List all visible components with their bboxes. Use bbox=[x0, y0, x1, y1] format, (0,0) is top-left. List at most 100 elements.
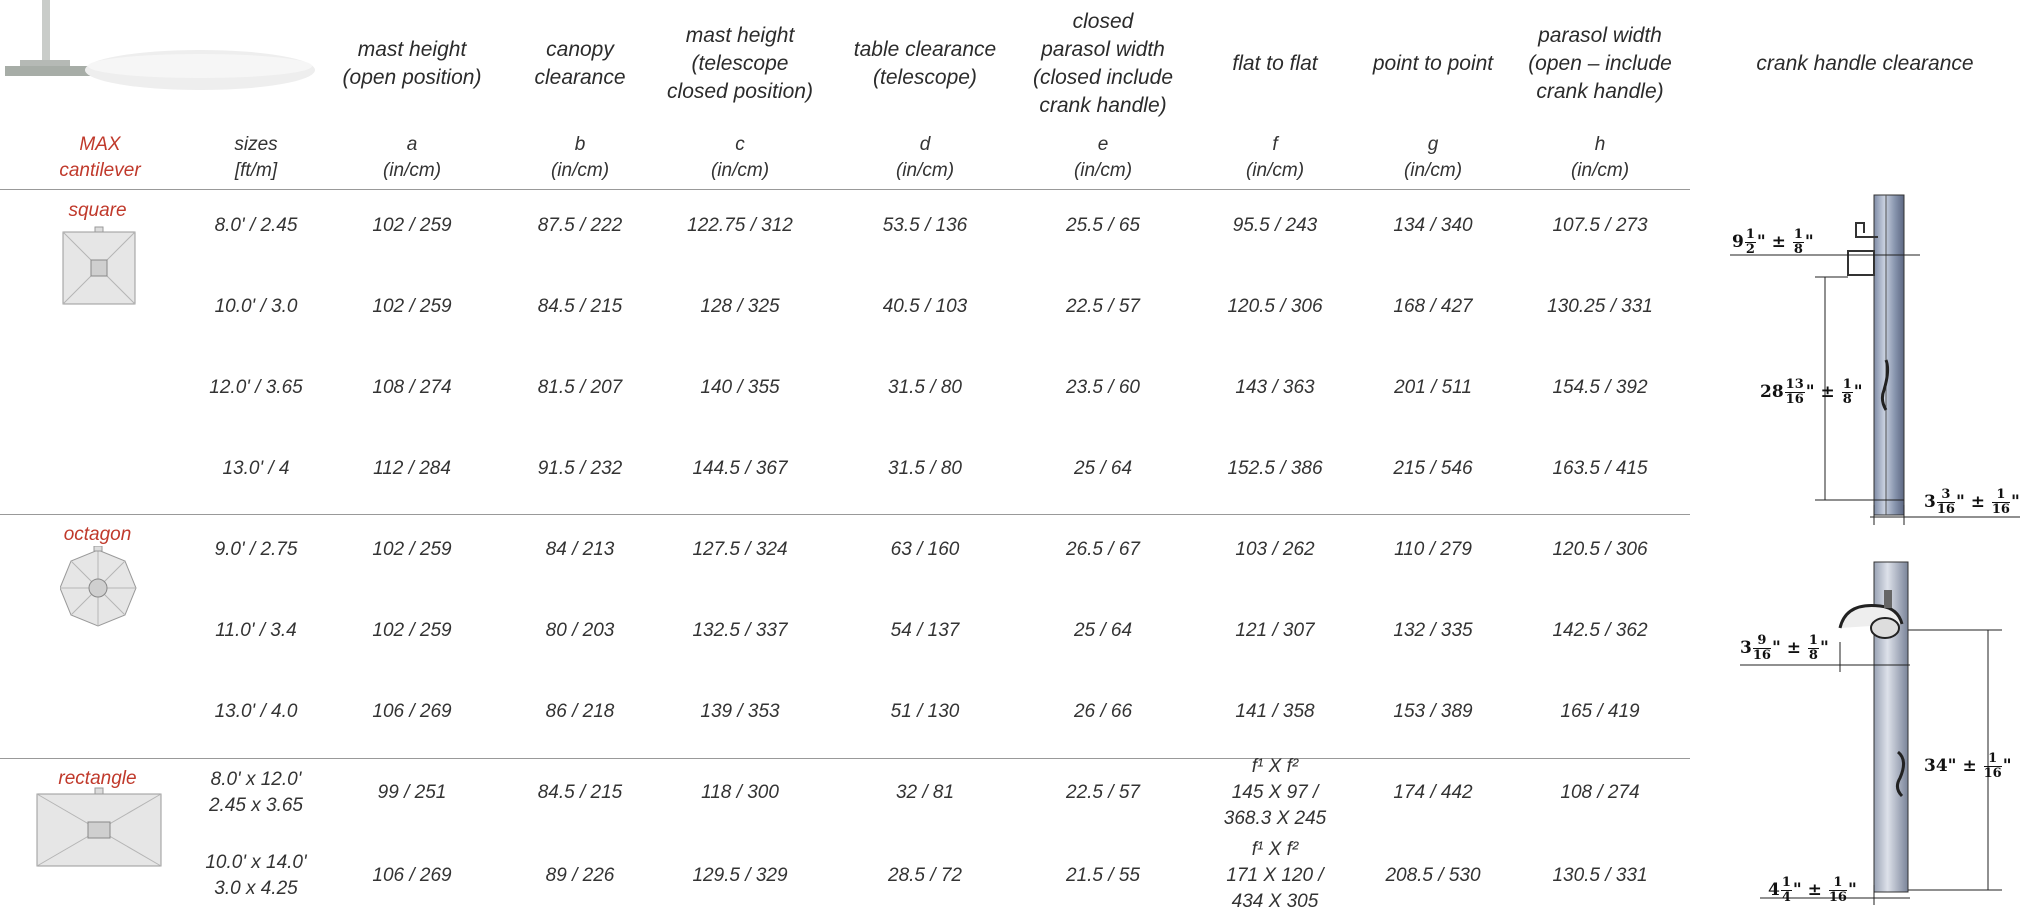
text-line: table clearance bbox=[853, 38, 997, 61]
column-header-f: flat to flat bbox=[1175, 50, 1375, 78]
text-line: 11.0' / 3.4 bbox=[215, 620, 297, 641]
cell-f: 141 / 358 bbox=[1175, 699, 1375, 725]
text-line: 130.25 / 331 bbox=[1547, 296, 1653, 317]
row-divider bbox=[0, 514, 1690, 515]
text-line: 87.5 / 222 bbox=[537, 215, 623, 236]
cell-e: 21.5 / 55 bbox=[1003, 863, 1203, 889]
dim-fraction: 9 16 bbox=[1752, 634, 1771, 663]
cell-a: 106 / 269 bbox=[312, 863, 512, 889]
shape-label-rectangle: rectangle bbox=[58, 768, 137, 789]
cell-a: 102 / 259 bbox=[312, 618, 512, 644]
cell-e: 25.5 / 65 bbox=[1003, 213, 1203, 239]
cell-a: 112 / 284 bbox=[312, 456, 512, 482]
text-line: f bbox=[1272, 134, 1278, 155]
text-line: 31.5 / 80 bbox=[888, 458, 962, 479]
text-line: 143 / 363 bbox=[1235, 377, 1315, 398]
text-line: f¹ X f² bbox=[1251, 839, 1299, 860]
cell-b: 81.5 / 207 bbox=[480, 375, 680, 401]
text-line: (in/cm) bbox=[550, 160, 610, 181]
dim-inch: " bbox=[1947, 756, 1957, 776]
dim-plusminus: ± bbox=[1814, 382, 1841, 402]
cell-a: 102 / 259 bbox=[312, 294, 512, 320]
text-line: 120.5 / 306 bbox=[1227, 296, 1323, 317]
text-line: 84 / 213 bbox=[545, 539, 615, 560]
cell-a: 106 / 269 bbox=[312, 699, 512, 725]
dim-tol-den: 16 bbox=[1983, 766, 2002, 781]
text-line: (in/cm) bbox=[1403, 160, 1463, 181]
rectangle-shape-icon bbox=[36, 787, 162, 867]
dim-plusminus: ± bbox=[1964, 492, 1991, 512]
cell-e: 23.5 / 60 bbox=[1003, 375, 1203, 401]
text-line: (in/cm) bbox=[710, 160, 770, 181]
cell-c: 118 / 300 bbox=[640, 780, 840, 806]
text-line: a bbox=[406, 134, 418, 155]
text-line: 91.5 / 232 bbox=[537, 458, 623, 479]
shape-label-square: square bbox=[68, 200, 127, 221]
dim-whole: 28 bbox=[1760, 382, 1784, 402]
column-unit-b: b (in/cm) bbox=[500, 132, 660, 184]
text-line: d bbox=[919, 134, 931, 155]
text-line: canopy bbox=[546, 38, 614, 61]
text-line: 22.5 / 57 bbox=[1066, 296, 1140, 317]
cell-b: 87.5 / 222 bbox=[480, 213, 680, 239]
text-line: 174 / 442 bbox=[1393, 782, 1473, 803]
dim-fraction-den: 16 bbox=[1752, 648, 1771, 663]
cell-c: 122.75 / 312 bbox=[640, 213, 840, 239]
text-line: 10.0' x 14.0' bbox=[205, 852, 307, 873]
cell-d: 28.5 / 72 bbox=[825, 863, 1025, 889]
text-line: 168 / 427 bbox=[1393, 296, 1473, 317]
text-line: 163.5 / 415 bbox=[1552, 458, 1648, 479]
text-line: parasol width bbox=[1538, 24, 1662, 47]
text-line: 201 / 511 bbox=[1394, 377, 1472, 398]
column-header-d: table clearance (telescope) bbox=[825, 36, 1025, 92]
text-line: c bbox=[735, 134, 745, 155]
cell-c: 129.5 / 329 bbox=[640, 863, 840, 889]
text-line: 102 / 259 bbox=[372, 620, 452, 641]
cell-f: 152.5 / 386 bbox=[1175, 456, 1375, 482]
text-line: 3.0 x 4.25 bbox=[214, 878, 298, 899]
dim-inch: " bbox=[1819, 638, 1829, 658]
dim-tol-num: 1 bbox=[1807, 633, 1819, 649]
cell-size: 10.0' x 14.0' 3.0 x 4.25 bbox=[156, 850, 356, 902]
dim-tol-num: 1 bbox=[1828, 876, 1847, 891]
text-line: 25 / 64 bbox=[1073, 458, 1133, 479]
text-line: 103 / 262 bbox=[1235, 539, 1315, 560]
dim-fraction-num: 13 bbox=[1784, 377, 1805, 393]
cell-e: 22.5 / 57 bbox=[1003, 780, 1203, 806]
text-line: 8.0' / 2.45 bbox=[214, 215, 298, 236]
text-line: (in/cm) bbox=[1570, 160, 1630, 181]
text-line: 434 X 305 bbox=[1231, 891, 1319, 912]
cell-size: 8.0' x 12.0' 2.45 x 3.65 bbox=[156, 767, 356, 819]
text-line: 134 / 340 bbox=[1393, 215, 1473, 236]
row-divider bbox=[0, 189, 1690, 190]
cell-e: 25 / 64 bbox=[1003, 456, 1203, 482]
text-line: (telescope bbox=[691, 52, 789, 75]
crank-diagram-bottom bbox=[1740, 561, 2002, 905]
text-line: 153 / 389 bbox=[1393, 701, 1473, 722]
cell-b: 89 / 226 bbox=[480, 863, 680, 889]
cell-h: 107.5 / 273 bbox=[1500, 213, 1700, 239]
cell-h: 154.5 / 392 bbox=[1500, 375, 1700, 401]
dim-whole: 4 bbox=[1768, 880, 1780, 900]
dim-tol-num: 1 bbox=[1991, 488, 2010, 503]
dim-whole: 3 bbox=[1924, 492, 1936, 512]
cell-a: 99 / 251 bbox=[312, 780, 512, 806]
text-line: 144.5 / 367 bbox=[692, 458, 788, 479]
dim-tol-den: 8 bbox=[1808, 648, 1818, 663]
text-line: 165 / 419 bbox=[1560, 701, 1640, 722]
dim-inch: " bbox=[2010, 492, 2020, 512]
text-line: (in/cm) bbox=[1073, 160, 1133, 181]
cell-d: 51 / 130 bbox=[825, 699, 1025, 725]
text-line: crank handle) bbox=[1536, 80, 1664, 103]
cell-size: 8.0' / 2.45 bbox=[156, 213, 356, 239]
dim-4-1-4: 4 1 4 " ± 1 16 " bbox=[1768, 876, 1857, 905]
cell-b: 84.5 / 215 bbox=[480, 780, 680, 806]
dim-fraction-den: 16 bbox=[1936, 502, 1955, 517]
column-header-g: point to point bbox=[1333, 50, 1533, 78]
cell-a: 102 / 259 bbox=[312, 537, 512, 563]
text-line: (in/cm) bbox=[1245, 160, 1305, 181]
dim-inch: " bbox=[1756, 232, 1766, 252]
text-line: 102 / 259 bbox=[372, 539, 452, 560]
text-line: 84.5 / 215 bbox=[537, 782, 623, 803]
